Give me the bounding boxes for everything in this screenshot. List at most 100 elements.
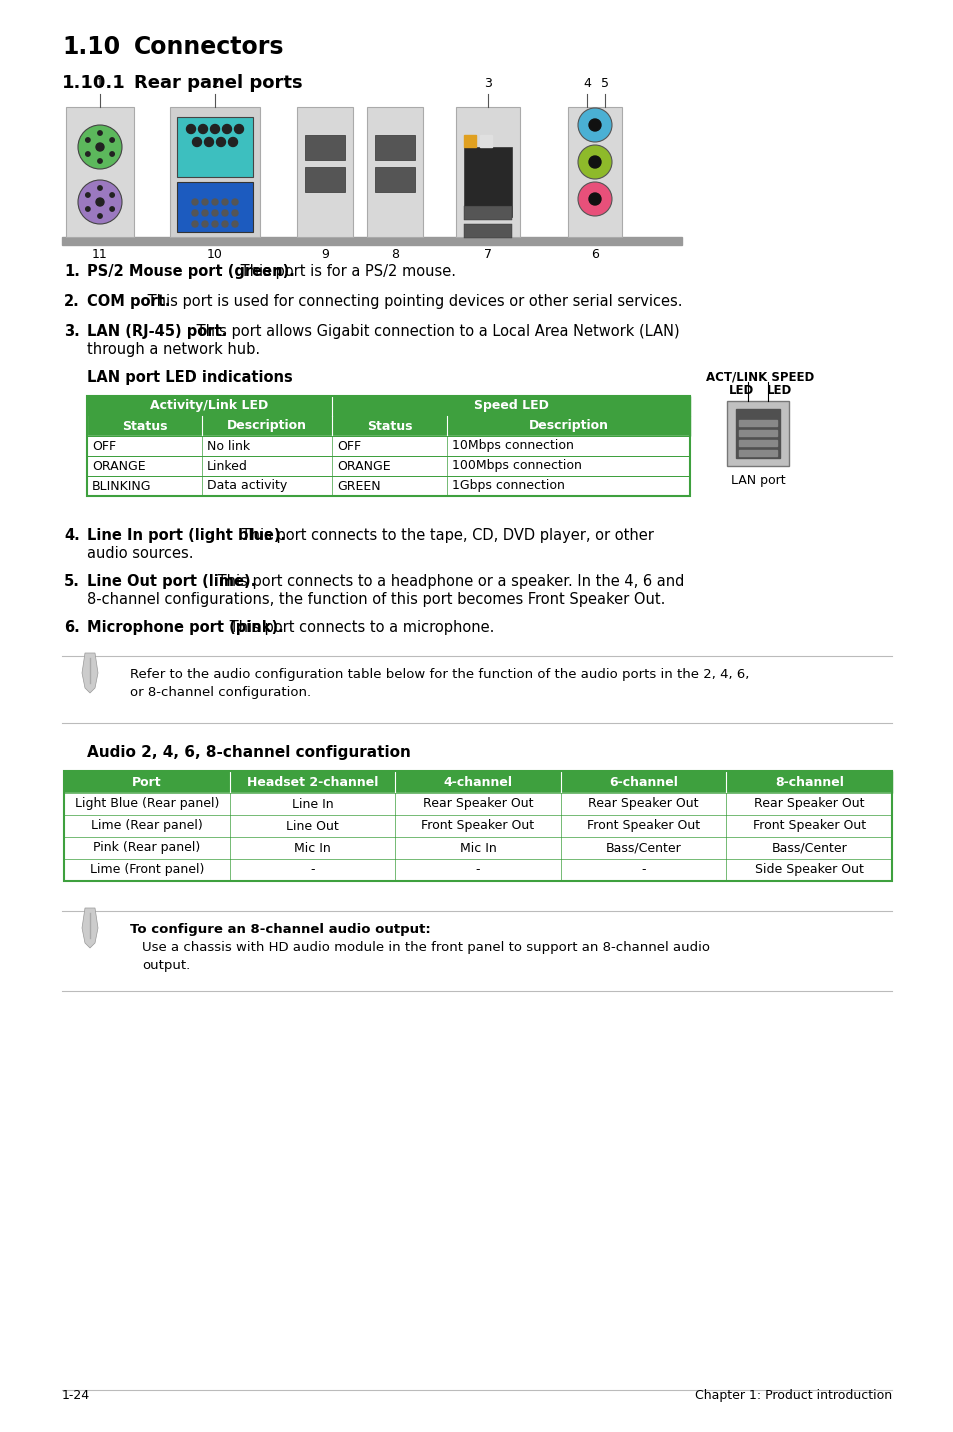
Circle shape: [222, 221, 228, 228]
Bar: [456, 107, 519, 238]
Text: Connectors: Connectors: [133, 34, 284, 59]
Bar: [463, 223, 512, 238]
Bar: [87, 417, 689, 435]
Text: 1.10: 1.10: [62, 34, 120, 59]
Text: Rear Speaker Out: Rear Speaker Out: [753, 798, 863, 811]
Circle shape: [86, 206, 90, 211]
Bar: [64, 793, 891, 815]
Text: LAN port: LAN port: [730, 474, 784, 487]
Circle shape: [78, 125, 122, 169]
Text: 1.10.1: 1.10.1: [62, 74, 126, 92]
Text: audio sources.: audio sources.: [87, 546, 193, 561]
Circle shape: [212, 199, 218, 205]
Text: Chapter 1: Product introduction: Chapter 1: Product introduction: [694, 1389, 891, 1402]
Circle shape: [96, 143, 104, 150]
Bar: [463, 147, 512, 218]
Text: Bass/Center: Bass/Center: [771, 842, 846, 855]
Text: 100Mbps connection: 100Mbps connection: [452, 460, 581, 473]
Text: Linked: Linked: [207, 460, 248, 473]
Text: 4: 4: [582, 77, 590, 90]
Circle shape: [211, 125, 219, 133]
Bar: [64, 836, 891, 859]
Text: 8-channel configurations, the function of this port becomes Front Speaker Out.: 8-channel configurations, the function o…: [87, 591, 664, 607]
Circle shape: [98, 186, 102, 190]
Circle shape: [192, 211, 198, 216]
Text: 6.: 6.: [64, 620, 80, 634]
Bar: [375, 135, 415, 160]
Text: Description: Description: [528, 420, 608, 432]
Circle shape: [588, 156, 600, 168]
Text: ACT/LINK SPEED: ACT/LINK SPEED: [705, 369, 813, 382]
Circle shape: [232, 211, 237, 216]
Text: 3.: 3.: [64, 324, 80, 339]
Bar: [375, 168, 415, 192]
Text: Front Speaker Out: Front Speaker Out: [752, 819, 865, 832]
Text: 6: 6: [591, 248, 598, 261]
Text: ORANGE: ORANGE: [336, 460, 390, 473]
Bar: [463, 206, 512, 221]
Text: LAN (RJ-45) port.: LAN (RJ-45) port.: [87, 324, 227, 339]
Text: 1Gbps connection: 1Gbps connection: [452, 480, 564, 493]
Bar: [739, 450, 776, 455]
Circle shape: [229, 137, 237, 146]
Text: GREEN: GREEN: [336, 480, 380, 493]
Bar: [367, 107, 422, 238]
Text: Use a chassis with HD audio module in the front panel to support an 8-channel au: Use a chassis with HD audio module in th…: [142, 941, 709, 972]
Circle shape: [578, 145, 612, 179]
Text: Side Speaker Out: Side Speaker Out: [754, 863, 862, 876]
Bar: [64, 770, 891, 881]
Text: 11: 11: [92, 248, 108, 261]
Text: Lime (Front panel): Lime (Front panel): [90, 863, 204, 876]
Circle shape: [98, 130, 102, 135]
Circle shape: [110, 152, 114, 156]
Circle shape: [86, 152, 90, 156]
Circle shape: [198, 125, 208, 133]
Text: Port: Port: [132, 776, 161, 789]
Text: 5: 5: [600, 77, 608, 90]
Text: Bass/Center: Bass/Center: [605, 842, 680, 855]
Circle shape: [110, 193, 114, 198]
Text: -: -: [640, 863, 645, 876]
Text: 4.: 4.: [64, 528, 80, 543]
Text: Lime (Rear panel): Lime (Rear panel): [91, 819, 202, 832]
Polygon shape: [82, 908, 98, 948]
Circle shape: [202, 211, 208, 216]
Bar: [177, 182, 253, 232]
Circle shape: [212, 221, 218, 228]
Circle shape: [86, 137, 90, 142]
Text: 3: 3: [483, 77, 492, 90]
Circle shape: [234, 125, 243, 133]
Text: 7: 7: [483, 248, 492, 261]
Bar: [170, 107, 260, 238]
Bar: [87, 475, 689, 495]
Text: Front Speaker Out: Front Speaker Out: [586, 819, 700, 832]
Circle shape: [588, 193, 600, 205]
Text: This port connects to a microphone.: This port connects to a microphone.: [225, 620, 494, 634]
Text: This port connects to a headphone or a speaker. In the 4, 6 and: This port connects to a headphone or a s…: [213, 574, 683, 589]
Bar: [305, 168, 345, 192]
Circle shape: [186, 125, 195, 133]
Bar: [735, 410, 780, 458]
Text: To configure an 8-channel audio output:: To configure an 8-channel audio output:: [130, 924, 431, 937]
Text: Activity/Link LED: Activity/Link LED: [151, 400, 269, 412]
Text: PS/2 Mouse port (green).: PS/2 Mouse port (green).: [87, 263, 294, 279]
Text: Line In: Line In: [292, 798, 333, 811]
Text: Refer to the audio configuration table below for the function of the audio ports: Refer to the audio configuration table b…: [130, 667, 749, 699]
Text: Pink (Rear panel): Pink (Rear panel): [93, 842, 200, 855]
Circle shape: [96, 198, 104, 206]
Circle shape: [578, 182, 612, 216]
Text: -: -: [476, 863, 479, 876]
Circle shape: [222, 125, 232, 133]
Circle shape: [98, 213, 102, 218]
Text: Light Blue (Rear panel): Light Blue (Rear panel): [74, 798, 219, 811]
Text: Line In port (light blue).: Line In port (light blue).: [87, 528, 286, 543]
Circle shape: [222, 199, 228, 205]
Text: Mic In: Mic In: [459, 842, 496, 855]
Bar: [87, 455, 689, 475]
Text: Rear panel ports: Rear panel ports: [133, 74, 302, 92]
Text: ORANGE: ORANGE: [91, 460, 146, 473]
Text: 4-channel: 4-channel: [443, 776, 512, 789]
Text: Description: Description: [227, 420, 307, 432]
Text: LAN port LED indications: LAN port LED indications: [87, 369, 293, 385]
Text: Speed LED: Speed LED: [473, 400, 548, 412]
